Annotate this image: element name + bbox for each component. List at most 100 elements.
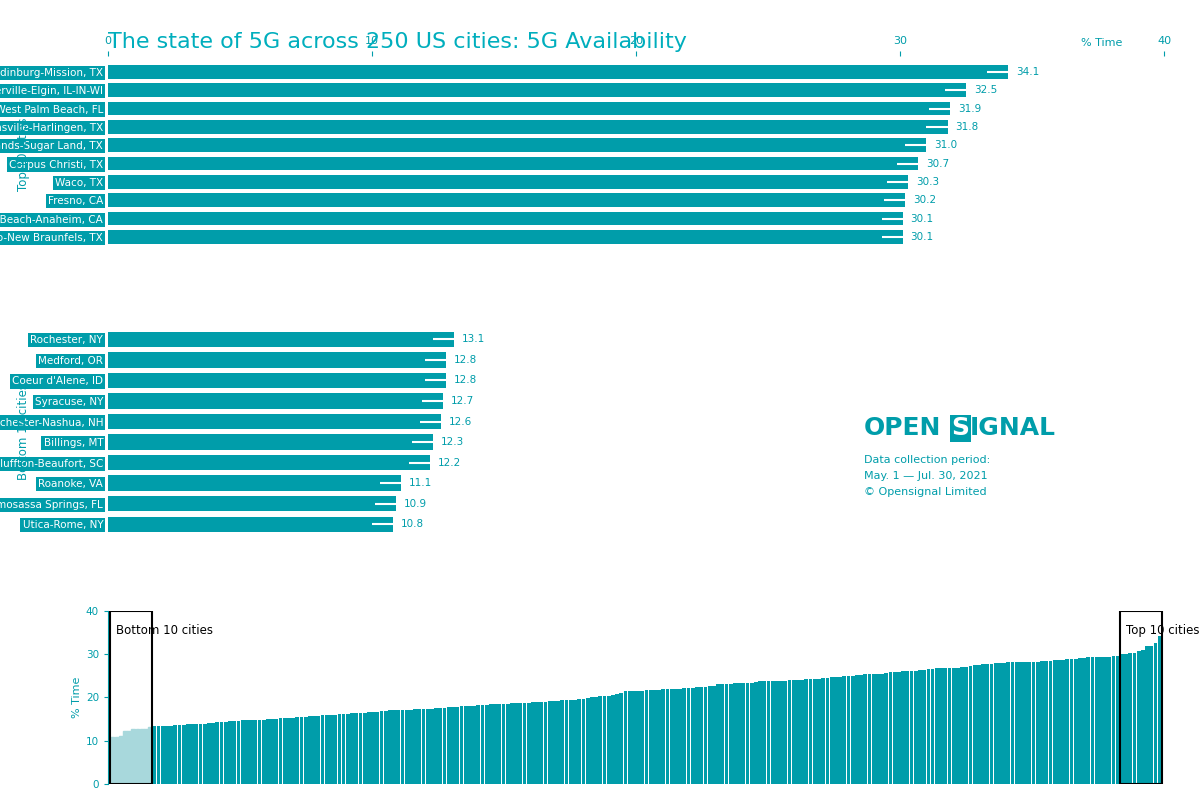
Bar [742, 683, 745, 784]
Bar [560, 700, 564, 784]
Bar [616, 694, 619, 784]
Bar [935, 669, 938, 784]
Bar [1007, 662, 1010, 784]
Bar [725, 684, 728, 784]
Bar [809, 679, 812, 784]
Bar [258, 720, 262, 784]
Bar [910, 671, 913, 784]
Bar [708, 686, 712, 784]
Bar [893, 672, 896, 784]
Bar [108, 517, 394, 532]
Bar [350, 714, 354, 784]
Bar [1086, 658, 1090, 784]
Text: 12.6: 12.6 [449, 417, 472, 426]
Bar [700, 687, 703, 784]
Bar [114, 737, 119, 784]
Bar [396, 710, 400, 784]
Bar [1111, 656, 1116, 784]
Bar [379, 711, 383, 784]
Bar [300, 717, 304, 784]
Bar [901, 671, 905, 784]
Bar [624, 691, 628, 784]
Bar [367, 713, 371, 784]
Bar [1133, 653, 1136, 784]
Bar [792, 680, 796, 784]
Bar [977, 665, 980, 784]
Bar [245, 720, 248, 784]
Bar [1052, 660, 1056, 784]
Bar [644, 690, 648, 784]
Bar [108, 394, 443, 409]
Bar [139, 729, 144, 784]
Bar [821, 678, 826, 784]
Bar [108, 455, 430, 470]
Bar [502, 704, 505, 784]
Bar [881, 674, 884, 784]
Bar [308, 716, 312, 784]
Bar [1019, 662, 1022, 784]
Bar [607, 696, 611, 784]
Bar [851, 676, 854, 784]
Bar [775, 681, 779, 784]
Bar [973, 666, 977, 784]
Y-axis label: % Time: % Time [72, 677, 82, 718]
Text: 31.0: 31.0 [935, 140, 958, 150]
Bar [1024, 662, 1027, 784]
Bar [582, 698, 586, 784]
Bar [661, 690, 665, 784]
Bar [295, 717, 299, 784]
Bar [968, 666, 972, 784]
Bar [346, 714, 349, 784]
Bar [914, 671, 918, 784]
Bar [505, 704, 510, 784]
Bar [666, 690, 670, 784]
Text: 10.9: 10.9 [403, 498, 427, 509]
Bar [990, 664, 994, 784]
Bar [476, 705, 480, 784]
Bar [1120, 654, 1124, 784]
Bar [767, 681, 770, 784]
Bar [108, 175, 908, 189]
Bar [733, 683, 737, 784]
Bar [586, 698, 589, 784]
Bar [678, 689, 682, 784]
Text: Data collection period:
May. 1 — Jul. 30, 2021
© Opensignal Limited: Data collection period: May. 1 — Jul. 30… [864, 454, 990, 498]
Bar [287, 718, 290, 784]
Bar [186, 724, 190, 784]
Bar [619, 693, 623, 784]
Text: 30.1: 30.1 [911, 232, 934, 242]
Bar [632, 691, 636, 784]
Bar [122, 731, 127, 784]
Bar [1069, 659, 1073, 784]
Bar [1044, 662, 1048, 784]
Bar [863, 674, 868, 784]
Bar [488, 704, 493, 784]
Bar [228, 722, 232, 784]
Bar [320, 715, 324, 784]
Bar [325, 715, 329, 784]
Text: 30.3: 30.3 [916, 177, 938, 187]
Bar [460, 706, 463, 784]
Bar [510, 703, 514, 784]
Bar [923, 670, 926, 784]
Bar [931, 669, 935, 784]
Bar [829, 678, 834, 784]
Bar [233, 722, 236, 784]
Bar [926, 669, 930, 784]
Bar [317, 715, 320, 784]
Bar [842, 676, 846, 784]
Text: Top 10 cities: Top 10 cities [1126, 624, 1200, 637]
Bar [312, 715, 316, 784]
Text: % Time: % Time [1081, 38, 1122, 49]
Bar [952, 668, 955, 784]
Text: Bottom 10 cities: Bottom 10 cities [116, 624, 214, 637]
Bar [182, 725, 186, 784]
Bar [108, 373, 446, 388]
Bar [1002, 662, 1006, 784]
Bar [108, 194, 905, 207]
Bar [497, 704, 502, 784]
Bar [463, 706, 468, 784]
Bar [812, 679, 817, 784]
Bar [804, 679, 809, 784]
Text: 31.9: 31.9 [958, 103, 982, 114]
